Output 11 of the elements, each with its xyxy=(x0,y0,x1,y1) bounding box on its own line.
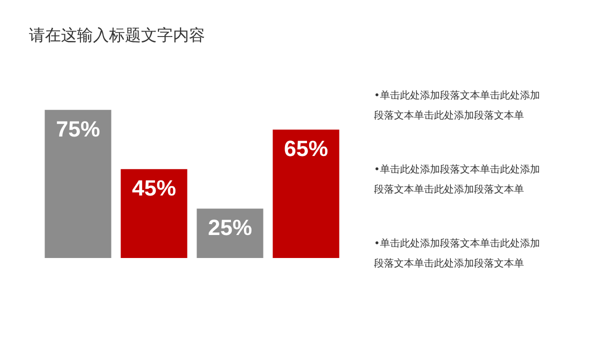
data-label: 25% xyxy=(208,215,252,240)
bar xyxy=(272,130,340,258)
data-label: 65% xyxy=(284,136,328,162)
data-label: 45% xyxy=(132,176,176,201)
text: •单击此处添加段落文本单击此处添加段落文本单击此处添加段落文本单 xyxy=(374,238,540,270)
data-label: 75% xyxy=(56,116,100,142)
bar xyxy=(120,169,188,258)
text: •单击此处添加段落文本单击此处添加段落文本单击此处添加段落文本单 xyxy=(374,164,540,196)
bar xyxy=(44,110,112,258)
text: •单击此处添加段落文本单击此处添加段落文本单击此处添加段落文本单 xyxy=(374,90,540,122)
chart-title: 请在这输入标题文字内容 xyxy=(29,26,205,44)
